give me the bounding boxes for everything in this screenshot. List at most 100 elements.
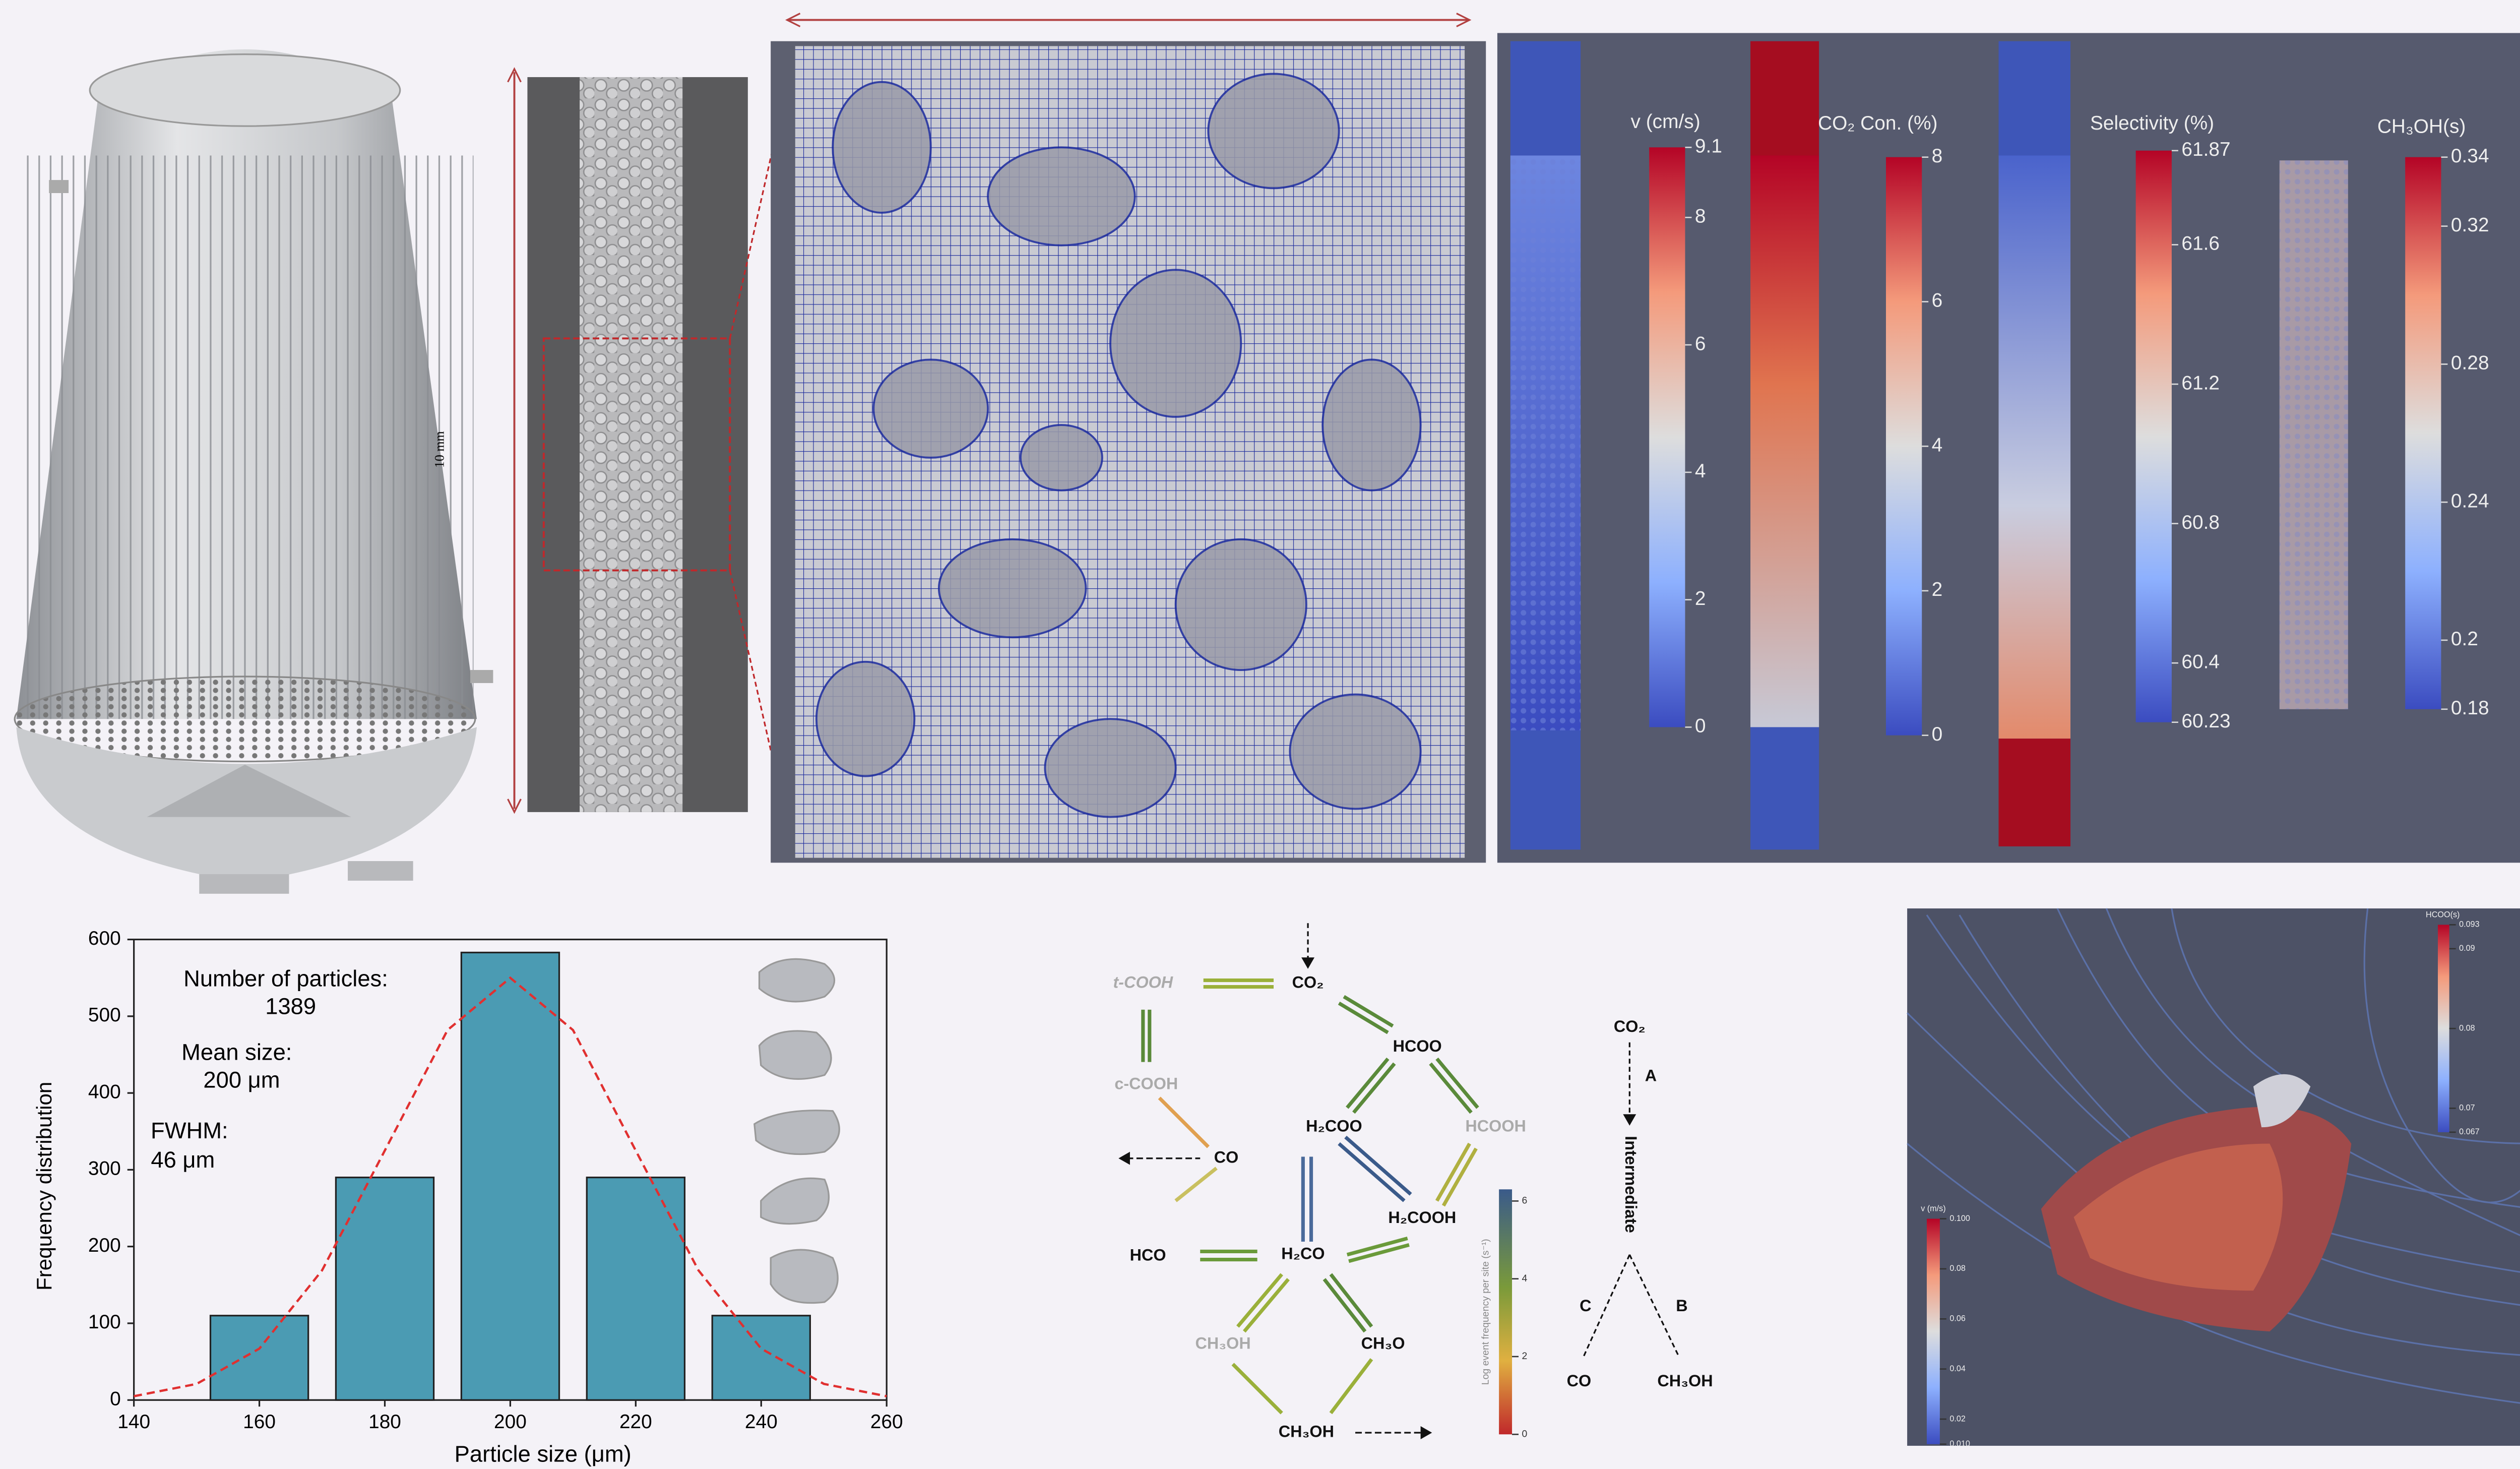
colorbar-tick-label: 60.23 bbox=[2181, 710, 2230, 732]
scheme-label: CH₃OH bbox=[1657, 1372, 1713, 1390]
scale-label: 10 mm bbox=[432, 431, 447, 468]
colorbar-tick-label: 0.32 bbox=[2451, 214, 2489, 236]
species-label: c-COOH bbox=[1114, 1074, 1178, 1092]
y-tick-label: 500 bbox=[88, 1004, 121, 1026]
colorbar bbox=[1927, 1219, 1940, 1444]
bar bbox=[587, 1178, 684, 1400]
colorbar-tick-label: 6 bbox=[1695, 333, 1706, 354]
colorbar-title: Selectivity (%) bbox=[2090, 112, 2214, 134]
colorbar-tick-label: 61.87 bbox=[2181, 139, 2230, 160]
bar bbox=[211, 1316, 308, 1400]
colorbar-tick-label: 8 bbox=[1932, 145, 1943, 167]
colorbar-tick-label: 0.06 bbox=[1949, 1314, 1966, 1323]
colorbar-tick-label: 0.18 bbox=[2451, 697, 2489, 719]
colorbar-tick-label: 9.1 bbox=[1695, 136, 1722, 157]
colorbar-title: Log event frequency per site (s⁻¹) bbox=[1480, 1239, 1491, 1385]
y-tick-label: 200 bbox=[88, 1235, 121, 1256]
species-label: t-COOH bbox=[1113, 973, 1173, 992]
colorbar-tick-label: 6 bbox=[1932, 290, 1943, 312]
colorbar bbox=[1499, 1189, 1512, 1434]
colorbar-tick-label: 0.08 bbox=[2459, 1023, 2475, 1032]
scheme-label: CO bbox=[1567, 1372, 1592, 1390]
colorbar-tick-label: 6 bbox=[1522, 1195, 1527, 1206]
colorbar-tick-label: 2 bbox=[1522, 1351, 1527, 1362]
species-label: CO₂ bbox=[1292, 973, 1324, 992]
colorbar-tick-label: 0.067 bbox=[2459, 1127, 2480, 1136]
colorbar-tick-label: 60.4 bbox=[2181, 651, 2220, 672]
colorbar-tick-label: 4 bbox=[1932, 434, 1943, 456]
colorbar-tick-label: 0.04 bbox=[1949, 1364, 1966, 1373]
species-label: HCOO bbox=[1393, 1037, 1442, 1055]
streamline-panel bbox=[1907, 908, 2520, 1446]
colorbar-title: CO₂ Con. (%) bbox=[1818, 112, 1937, 134]
bar bbox=[712, 1316, 810, 1400]
x-tick-label: 200 bbox=[494, 1411, 527, 1433]
scheme-label: CO₂ bbox=[1614, 1017, 1646, 1035]
bar bbox=[336, 1178, 433, 1400]
x-axis-title: Particle size (μm) bbox=[455, 1441, 632, 1466]
annotation: Number of particles: bbox=[183, 966, 388, 992]
species-label: CH₃O bbox=[1361, 1334, 1405, 1353]
species-label: H₂COO bbox=[1306, 1117, 1362, 1135]
annotation: 46 μm bbox=[151, 1147, 215, 1173]
colorbar bbox=[2405, 157, 2441, 709]
colorbar-tick-label: 4 bbox=[1522, 1273, 1527, 1284]
bar bbox=[461, 952, 559, 1400]
colorbar bbox=[2136, 151, 2172, 722]
reaction-network: CO₂ t-COOH c-COOH CO HCOO H₂COO HCOOH H₂… bbox=[1113, 923, 1713, 1440]
colorbar-tick-label: 0 bbox=[1695, 715, 1706, 737]
colorbar-tick-label: 0.09 bbox=[2459, 944, 2475, 953]
colorbar-tick-label: 0.093 bbox=[2459, 920, 2480, 929]
species-label: CH₃OH bbox=[1279, 1423, 1334, 1441]
x-tick-label: 240 bbox=[745, 1411, 778, 1433]
mesh-panel bbox=[771, 41, 1486, 863]
colorbar-tick-label: 60.8 bbox=[2181, 512, 2220, 533]
scheme-label: A bbox=[1645, 1066, 1657, 1084]
colorbar-tick-label: 0.02 bbox=[1949, 1414, 1966, 1423]
x-tick-label: 220 bbox=[619, 1411, 652, 1433]
species-label: HCOOH bbox=[1465, 1117, 1526, 1135]
x-tick-label: 140 bbox=[117, 1411, 150, 1433]
colorbar-title: HCOO(s) bbox=[2426, 910, 2460, 919]
x-tick-label: 160 bbox=[243, 1411, 276, 1433]
scheme-label: Intermediate bbox=[1622, 1136, 1640, 1233]
colorbar-tick-label: 0.07 bbox=[2459, 1104, 2475, 1113]
histogram: 140 160 180 200 220 240 260 0 100 200 300 400 500 600… bbox=[32, 928, 903, 1466]
colorbar bbox=[1649, 147, 1685, 727]
y-tick-label: 300 bbox=[88, 1158, 121, 1180]
species-label: CH₃OH bbox=[1195, 1334, 1250, 1353]
colorbar-tick-label: 0.010 bbox=[1949, 1439, 1970, 1448]
colorbar-tick-label: 0.2 bbox=[2451, 628, 2478, 650]
x-tick-label: 260 bbox=[870, 1411, 903, 1433]
figure: 10 mm 1401601802002202402600100200300400… bbox=[0, 0, 2520, 1469]
colorbar-tick-label: 0.100 bbox=[1949, 1214, 1970, 1223]
y-tick-label: 0 bbox=[110, 1388, 121, 1410]
annotation: 1389 bbox=[265, 994, 316, 1019]
y-tick-label: 400 bbox=[88, 1081, 121, 1103]
colorbar-title: v (cm/s) bbox=[1631, 111, 1700, 133]
x-tick-label: 180 bbox=[368, 1411, 401, 1433]
colorbar-tick-label: 4 bbox=[1695, 460, 1706, 482]
colorbar-tick-label: 0.34 bbox=[2451, 145, 2489, 167]
scheme-label: C bbox=[1580, 1297, 1591, 1315]
annotation: Mean size: bbox=[181, 1039, 292, 1065]
y-tick-label: 100 bbox=[88, 1311, 121, 1333]
colorbar-title: v (m/s) bbox=[1921, 1204, 1945, 1213]
colorbar-tick-label: 61.6 bbox=[2181, 233, 2220, 255]
species-label: H₂CO bbox=[1281, 1244, 1325, 1262]
annotation: 200 μm bbox=[203, 1067, 280, 1092]
scheme-label: B bbox=[1676, 1297, 1687, 1315]
colorbar-tick-label: 2 bbox=[1932, 579, 1943, 600]
colorbar-tick-label: 0.08 bbox=[1949, 1264, 1966, 1273]
colorbar-tick-label: 2 bbox=[1695, 588, 1706, 609]
colorbar-tick-label: 0.28 bbox=[2451, 352, 2489, 374]
y-axis-title: Frequency distribution bbox=[32, 1082, 56, 1291]
y-tick-label: 600 bbox=[88, 928, 121, 949]
colorbar-title: CH₃OH(s) bbox=[2377, 116, 2466, 138]
colorbar-tick-label: 0 bbox=[1932, 723, 1943, 745]
page: 10 mm 1401601802002202402600100200300400… bbox=[0, 0, 2520, 1469]
colorbar-tick-label: 61.2 bbox=[2181, 372, 2220, 394]
colorbar-tick-label: 0.24 bbox=[2451, 490, 2489, 512]
annotation: FWHM: bbox=[151, 1118, 228, 1143]
species-label: H₂COOH bbox=[1388, 1208, 1456, 1227]
